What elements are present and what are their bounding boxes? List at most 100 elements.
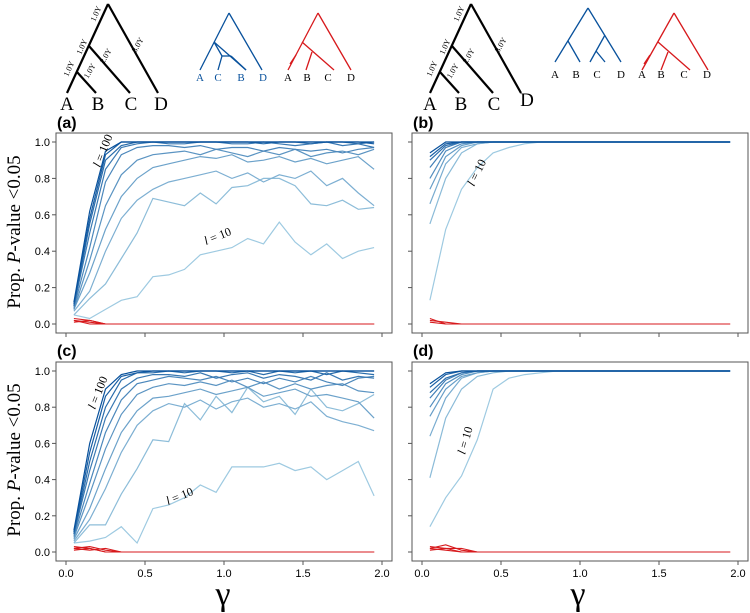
panel-b: (b) l = 10 <box>408 115 749 337</box>
branch-label: 1.0Y <box>438 38 453 56</box>
panel-title: (a) <box>57 115 77 132</box>
x-tick-label: 0.5 <box>137 568 152 580</box>
series-line-blue <box>73 386 375 544</box>
y-tick-label: 0.6 <box>35 438 50 450</box>
series-line-blue <box>429 370 731 478</box>
tip-label: C <box>680 69 687 81</box>
series-line-blue <box>73 170 375 312</box>
tree-main-right-branch-labels: 1.0Y 1.0Y 1.0Y 1.0Y 2.0Y 3.0Y <box>425 5 509 80</box>
tree-red-left <box>287 12 352 71</box>
y-tick-label: 1.0 <box>35 366 50 378</box>
x-tick-label: 2.0 <box>730 568 745 580</box>
tree-main-right <box>429 3 522 94</box>
annotation-value: = 10 <box>466 157 489 185</box>
tip-label: B <box>455 94 468 115</box>
annotation-value: = 10 <box>167 484 195 506</box>
y-axis-label-top: Prop. P-value <0.05 <box>4 155 25 308</box>
series-line-blue <box>73 375 375 536</box>
series-line-red <box>73 317 375 325</box>
tree-red-right-tips: A B C D <box>638 69 711 81</box>
branch-label: 3.0Y <box>493 36 509 54</box>
tree-blue-left-tips: A C B D <box>196 72 267 84</box>
annotation-symbol: l <box>85 402 99 411</box>
x-tick-label: 0.5 <box>493 568 508 580</box>
annotation-symbol: l <box>202 233 211 247</box>
branch-label: 2.0Y <box>461 47 477 65</box>
series-line-blue <box>73 141 375 303</box>
panel-title: (d) <box>413 343 433 360</box>
plot-frame <box>411 132 749 334</box>
series-line-blue <box>73 397 375 542</box>
tip-label: B <box>657 69 664 81</box>
y-tick-label: 0.0 <box>35 319 50 331</box>
series-line-blue <box>73 372 375 535</box>
series-line-blue <box>429 141 731 154</box>
tip-label: A <box>638 69 646 81</box>
annotation-symbol: l <box>464 179 478 189</box>
branch-label: 1.0Y <box>82 62 98 80</box>
tip-label: C <box>214 72 221 84</box>
annotation-symbol: l <box>164 493 173 507</box>
y-tick-label: 0.8 <box>35 402 50 414</box>
tree-blue-right <box>554 7 622 63</box>
tip-label: D <box>259 72 267 84</box>
series-line-red <box>429 547 731 553</box>
branch-label: 1.0Y <box>75 38 90 56</box>
x-tick-label: 1.0 <box>216 568 231 580</box>
tree-main-right-tips: A B C D <box>423 90 534 115</box>
y-tick-label: 0.4 <box>35 246 50 258</box>
x-axis-label-left: γ <box>214 576 230 613</box>
tree-main-left-tips: A B C D <box>60 94 168 115</box>
x-tick-label: 1.5 <box>651 568 666 580</box>
tip-label: A <box>423 94 437 115</box>
y-axis-label-bottom: Prop. P-value <0.05 <box>4 383 25 536</box>
annotation-value: = 100 <box>86 374 111 408</box>
series-line-blue <box>429 370 731 527</box>
y-tick-label: 0.8 <box>35 173 50 185</box>
tree-main-left <box>66 3 159 94</box>
annotation-label: l = 10 <box>464 157 489 188</box>
tip-label: C <box>125 94 138 115</box>
series-line-blue <box>73 148 375 310</box>
annotation-symbol: l <box>454 448 469 456</box>
tip-label: A <box>551 69 559 81</box>
tip-label: A <box>284 72 292 84</box>
x-tick-label: 1.5 <box>295 568 310 580</box>
annotation-label: l = 10 <box>454 425 475 456</box>
series-line-blue <box>429 370 731 394</box>
tip-label: B <box>92 94 105 115</box>
tip-label: A <box>60 94 74 115</box>
series-line-blue <box>429 370 731 399</box>
tip-label: B <box>572 69 579 81</box>
panel-title: (c) <box>57 343 77 360</box>
x-tick-label: 0.0 <box>414 568 429 580</box>
annotation-label: l = 10 <box>164 484 195 508</box>
series-line-red <box>73 319 375 325</box>
tip-label: C <box>324 72 331 84</box>
tip-label: C <box>488 94 501 115</box>
series-line-blue <box>73 144 375 308</box>
tree-red-left-tips: A B C D <box>284 72 355 84</box>
tip-label: D <box>617 69 625 81</box>
x-tick-label: 2.0 <box>374 568 389 580</box>
tip-label: A <box>196 72 204 84</box>
series-line-red <box>73 547 375 553</box>
series-line-blue <box>73 221 375 320</box>
y-tick-label: 0.6 <box>35 210 50 222</box>
series-line-blue <box>429 370 731 385</box>
x-axis-label-right: γ <box>569 576 585 613</box>
branch-label: 2.0Y <box>98 47 114 65</box>
y-tick-label: 0.2 <box>35 283 50 295</box>
annotation-label: l = 100 <box>90 132 116 169</box>
panel-d: (d) 0.0 0.5 1.0 1.5 2.0 l = 10 <box>408 343 749 580</box>
series-line-blue <box>73 177 375 316</box>
series-line-blue <box>73 379 375 538</box>
tip-label: D <box>154 94 168 115</box>
tree-blue-left <box>199 12 263 71</box>
tip-label: C <box>593 69 600 81</box>
panel-title: (b) <box>413 115 433 132</box>
tip-label: D <box>347 72 355 84</box>
series-line-blue <box>73 370 375 535</box>
